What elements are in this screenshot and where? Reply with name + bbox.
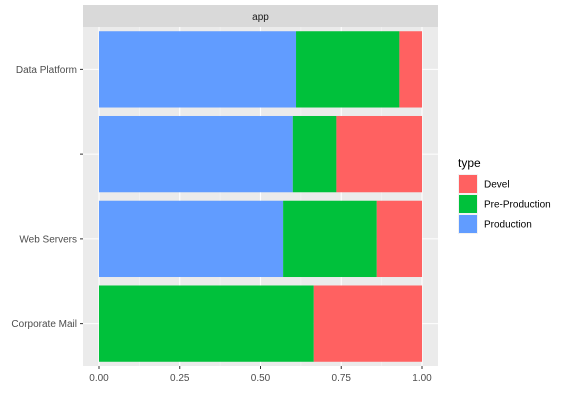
- legend-label: Production: [484, 220, 532, 231]
- facet-strip: [83, 5, 438, 27]
- bar-pre-production: [292, 115, 337, 193]
- x-axis: 0.00 0.25 0.50 0.75 1.00: [89, 366, 432, 384]
- x-tick-label: 0.75: [332, 373, 352, 384]
- legend-title: type: [458, 156, 481, 170]
- legend-key: [459, 195, 477, 213]
- bar-devel: [336, 115, 422, 193]
- bar-pre-production: [296, 31, 400, 108]
- legend-key: [459, 215, 477, 233]
- x-tick-label: 0.50: [251, 373, 271, 384]
- y-axis: Data Platform Web Servers Corporate Mail: [11, 65, 83, 330]
- y-tick-label: Data Platform: [16, 65, 77, 76]
- y-tick-label: Corporate Mail: [11, 319, 77, 330]
- bar-production: [99, 200, 284, 278]
- bar-production: [99, 31, 297, 108]
- bar-devel: [313, 285, 422, 362]
- bar-devel: [376, 200, 422, 278]
- legend-label: Pre-Production: [484, 200, 551, 211]
- y-tick-label: Web Servers: [19, 234, 77, 245]
- legend-key: [459, 175, 477, 193]
- bar-production: [99, 115, 293, 193]
- bar-pre-production: [283, 200, 377, 278]
- x-tick-label: 1.00: [412, 373, 432, 384]
- legend: type Devel Pre-Production Production: [458, 156, 551, 234]
- facet-strip-label: app: [252, 12, 269, 23]
- bar-devel: [399, 31, 422, 108]
- bars: [99, 31, 422, 362]
- legend-label: Devel: [484, 180, 510, 191]
- x-tick-label: 0.25: [170, 373, 190, 384]
- bar-pre-production: [99, 285, 314, 362]
- x-tick-label: 0.00: [89, 373, 109, 384]
